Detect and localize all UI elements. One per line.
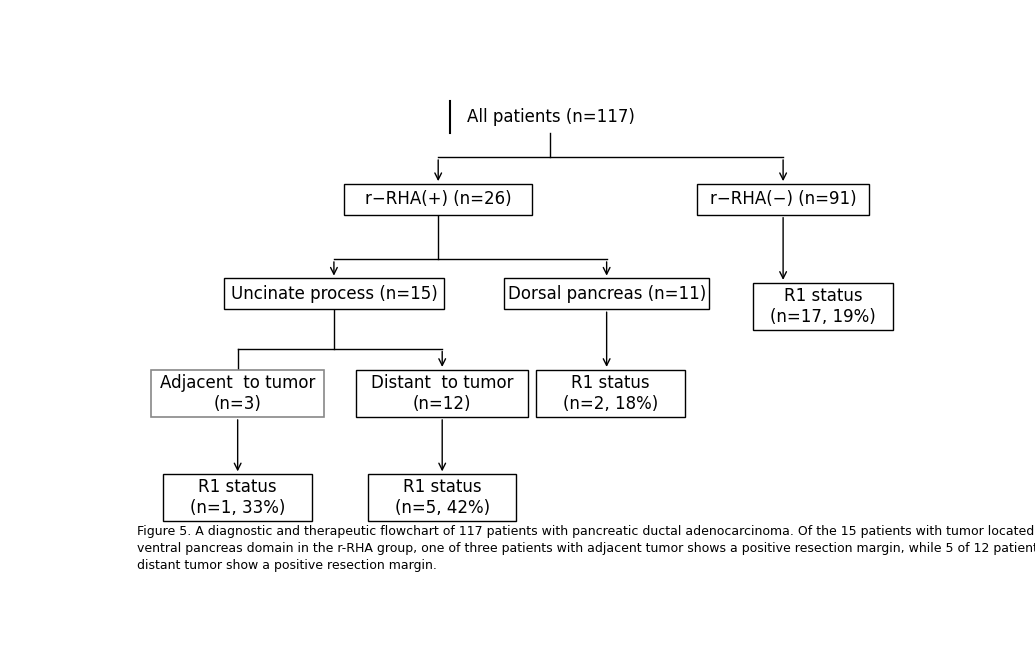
Text: R1 status
(n=5, 42%): R1 status (n=5, 42%) — [394, 479, 490, 517]
Text: r−RHA(+) (n=26): r−RHA(+) (n=26) — [365, 191, 511, 209]
Text: R1 status
(n=17, 19%): R1 status (n=17, 19%) — [770, 287, 876, 326]
Text: Figure 5. A diagnostic and therapeutic flowchart of 117 patients with pancreatic: Figure 5. A diagnostic and therapeutic f… — [138, 525, 1035, 572]
Text: Dorsal pancreas (n=11): Dorsal pancreas (n=11) — [507, 285, 706, 303]
Text: Distant  to tumor
(n=12): Distant to tumor (n=12) — [371, 374, 513, 413]
Text: All patients (n=117): All patients (n=117) — [467, 109, 634, 127]
FancyBboxPatch shape — [356, 370, 529, 417]
Text: r−RHA(−) (n=91): r−RHA(−) (n=91) — [710, 191, 856, 209]
Text: R1 status
(n=2, 18%): R1 status (n=2, 18%) — [563, 374, 658, 413]
FancyBboxPatch shape — [536, 370, 685, 417]
FancyBboxPatch shape — [368, 474, 516, 521]
FancyBboxPatch shape — [224, 278, 444, 309]
FancyBboxPatch shape — [151, 370, 324, 417]
FancyBboxPatch shape — [697, 184, 869, 215]
FancyBboxPatch shape — [753, 283, 893, 330]
Text: R1 status
(n=1, 33%): R1 status (n=1, 33%) — [190, 479, 286, 517]
Text: Uncinate process (n=15): Uncinate process (n=15) — [231, 285, 438, 303]
FancyBboxPatch shape — [164, 474, 312, 521]
FancyBboxPatch shape — [504, 278, 709, 309]
Text: Adjacent  to tumor
(n=3): Adjacent to tumor (n=3) — [160, 374, 316, 413]
FancyBboxPatch shape — [344, 184, 532, 215]
